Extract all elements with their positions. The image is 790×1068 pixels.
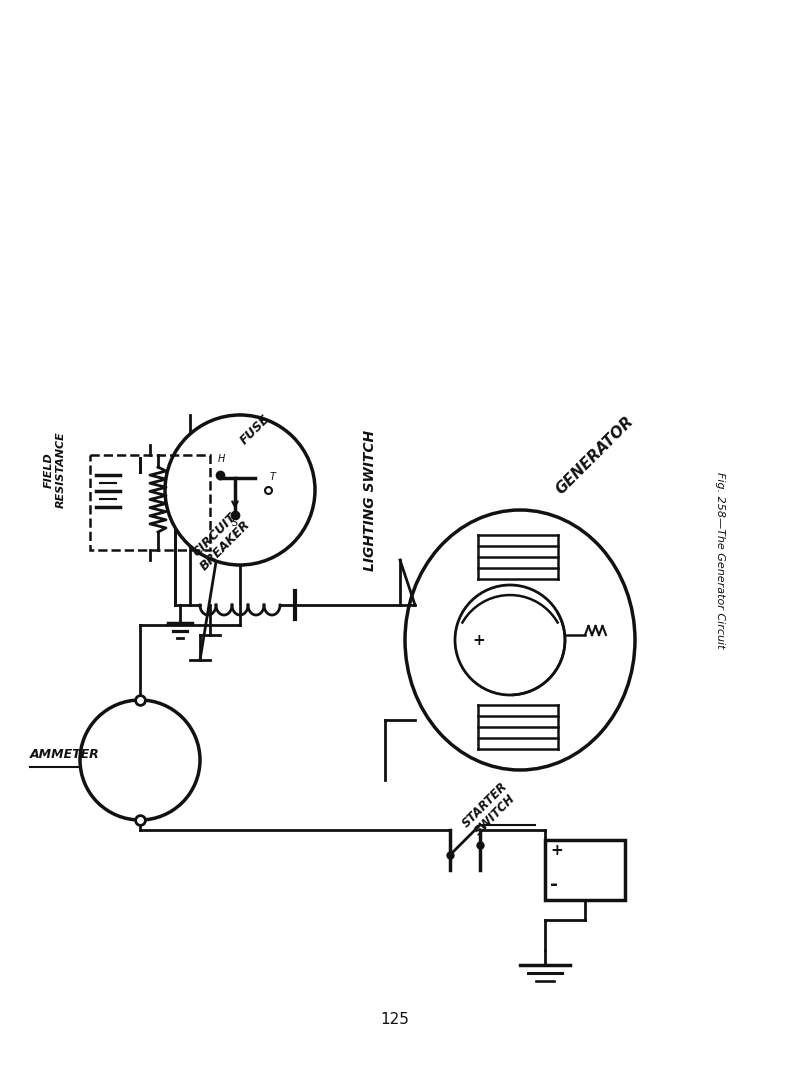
Text: Fig. 258—The Generator Circuit: Fig. 258—The Generator Circuit <box>715 472 725 648</box>
Text: -: - <box>550 875 558 894</box>
Text: STARTER
SWITCH: STARTER SWITCH <box>460 780 521 841</box>
Text: CIRCUIT
BREAKER: CIRCUIT BREAKER <box>187 507 253 572</box>
Text: GENERATOR: GENERATOR <box>553 413 637 497</box>
Text: +: + <box>472 633 485 648</box>
Circle shape <box>80 700 200 820</box>
Text: S: S <box>232 518 239 528</box>
Circle shape <box>165 415 315 565</box>
Bar <box>545 841 625 900</box>
Text: H: H <box>218 454 225 464</box>
Text: T: T <box>270 472 276 482</box>
Text: +: + <box>550 843 562 858</box>
Circle shape <box>455 585 565 695</box>
Text: 125: 125 <box>381 1012 409 1027</box>
Bar <box>90 455 210 550</box>
Text: AMMETER: AMMETER <box>30 749 100 761</box>
Text: FIELD
RESISTANCE: FIELD RESISTANCE <box>44 431 66 508</box>
Text: FUSE: FUSE <box>238 412 273 447</box>
Text: LIGHTING SWITCH: LIGHTING SWITCH <box>363 429 377 570</box>
